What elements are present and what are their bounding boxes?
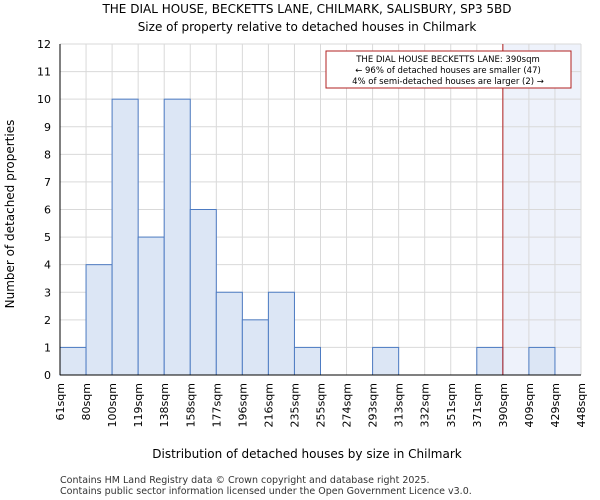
x-tick: 313sqm [393, 383, 406, 427]
y-tick-label: 6 [44, 204, 51, 217]
annotation-line-1: THE DIAL HOUSE BECKETTS LANE: 390sqm [355, 55, 540, 65]
x-tick-label: 274sqm [341, 383, 354, 427]
y-tick-label: 12 [37, 38, 51, 51]
bar [111, 98, 139, 376]
x-tick: 100sqm [106, 383, 119, 427]
x-tick-label: 409sqm [523, 383, 536, 427]
annotation-frame [325, 50, 572, 89]
bar [189, 209, 217, 376]
x-tick-label: 216sqm [262, 383, 275, 427]
annotation-box: THE DIAL HOUSE BECKETTS LANE: 390sqm ← 9… [325, 50, 572, 89]
x-tick-label: 196sqm [236, 383, 249, 427]
y-tick-label: 10 [37, 93, 51, 106]
x-axis-label: Distribution of detached houses by size … [152, 447, 462, 461]
x-tick: 61sqm [54, 383, 67, 420]
bar [267, 291, 295, 376]
x-tick: 235sqm [288, 383, 301, 427]
x-tick: 216sqm [262, 383, 275, 427]
x-tick: 158sqm [184, 383, 197, 427]
x-tick-label: 255sqm [315, 383, 328, 427]
x-tick: 429sqm [549, 383, 562, 427]
y-tick-label: 0 [44, 369, 51, 382]
x-tick-label: 371sqm [471, 383, 484, 427]
x-tick-label: 313sqm [393, 383, 406, 427]
y-tick-label: 1 [44, 341, 51, 354]
x-tick: 255sqm [315, 383, 328, 427]
y-tick-label: 11 [37, 66, 51, 79]
x-tick: 177sqm [210, 383, 223, 427]
y-tick-label: 9 [44, 121, 51, 134]
x-tick-label: 235sqm [288, 383, 301, 427]
x-tick-label: 448sqm [575, 383, 588, 427]
bar [293, 346, 322, 376]
annotation-line-2: ← 96% of detached houses are smaller (47… [355, 66, 541, 76]
x-tick-label: 119sqm [132, 383, 145, 427]
x-tick: 80sqm [80, 383, 93, 420]
x-tick: 119sqm [132, 383, 145, 427]
x-tick-label: 138sqm [158, 383, 171, 427]
chart-title: THE DIAL HOUSE, BECKETTS LANE, CHILMARK,… [101, 2, 511, 16]
chart-subtitle: Size of property relative to detached ho… [138, 20, 477, 34]
x-tick: 351sqm [445, 383, 458, 427]
x-tick: 138sqm [158, 383, 171, 427]
x-tick: 196sqm [236, 383, 249, 427]
x-tick-label: 429sqm [549, 383, 562, 427]
y-tick-label: 8 [44, 148, 51, 161]
x-tick-label: 177sqm [210, 383, 223, 427]
x-tick: 332sqm [419, 383, 432, 427]
x-tick-label: 351sqm [445, 383, 458, 427]
y-tick-label: 3 [44, 286, 51, 299]
y-tick-label: 4 [44, 259, 51, 272]
y-tick-label: 7 [44, 176, 51, 189]
x-tick-label: 390sqm [497, 383, 510, 427]
x-tick-label: 293sqm [367, 383, 380, 427]
bar [476, 346, 504, 376]
bar [163, 98, 191, 376]
x-tick-label: 332sqm [419, 383, 432, 427]
bar [59, 346, 87, 376]
x-tick: 293sqm [367, 383, 380, 427]
x-tick: 448sqm [575, 383, 588, 427]
footer-line-2: Contains public sector information licen… [60, 486, 472, 497]
x-tick-label: 80sqm [80, 383, 93, 420]
y-tick-label: 2 [44, 314, 51, 327]
bar [528, 346, 556, 376]
bar [241, 319, 269, 376]
footer-line-1: Contains HM Land Registry data © Crown c… [60, 475, 430, 486]
bar [85, 264, 113, 376]
bar [372, 346, 400, 376]
x-tick: 371sqm [471, 383, 484, 427]
x-tick-label: 100sqm [106, 383, 119, 427]
x-tick: 409sqm [523, 383, 536, 427]
bar [137, 236, 165, 376]
bar [215, 291, 243, 376]
y-axis-label: Number of detached properties [3, 120, 17, 309]
x-tick-label: 158sqm [184, 383, 197, 427]
y-tick-label: 5 [44, 231, 51, 244]
annotation-line-3: 4% of semi-detached houses are larger (2… [352, 77, 544, 87]
x-tick: 390sqm [497, 383, 510, 427]
x-tick: 274sqm [341, 383, 354, 427]
x-tick-label: 61sqm [54, 383, 67, 420]
